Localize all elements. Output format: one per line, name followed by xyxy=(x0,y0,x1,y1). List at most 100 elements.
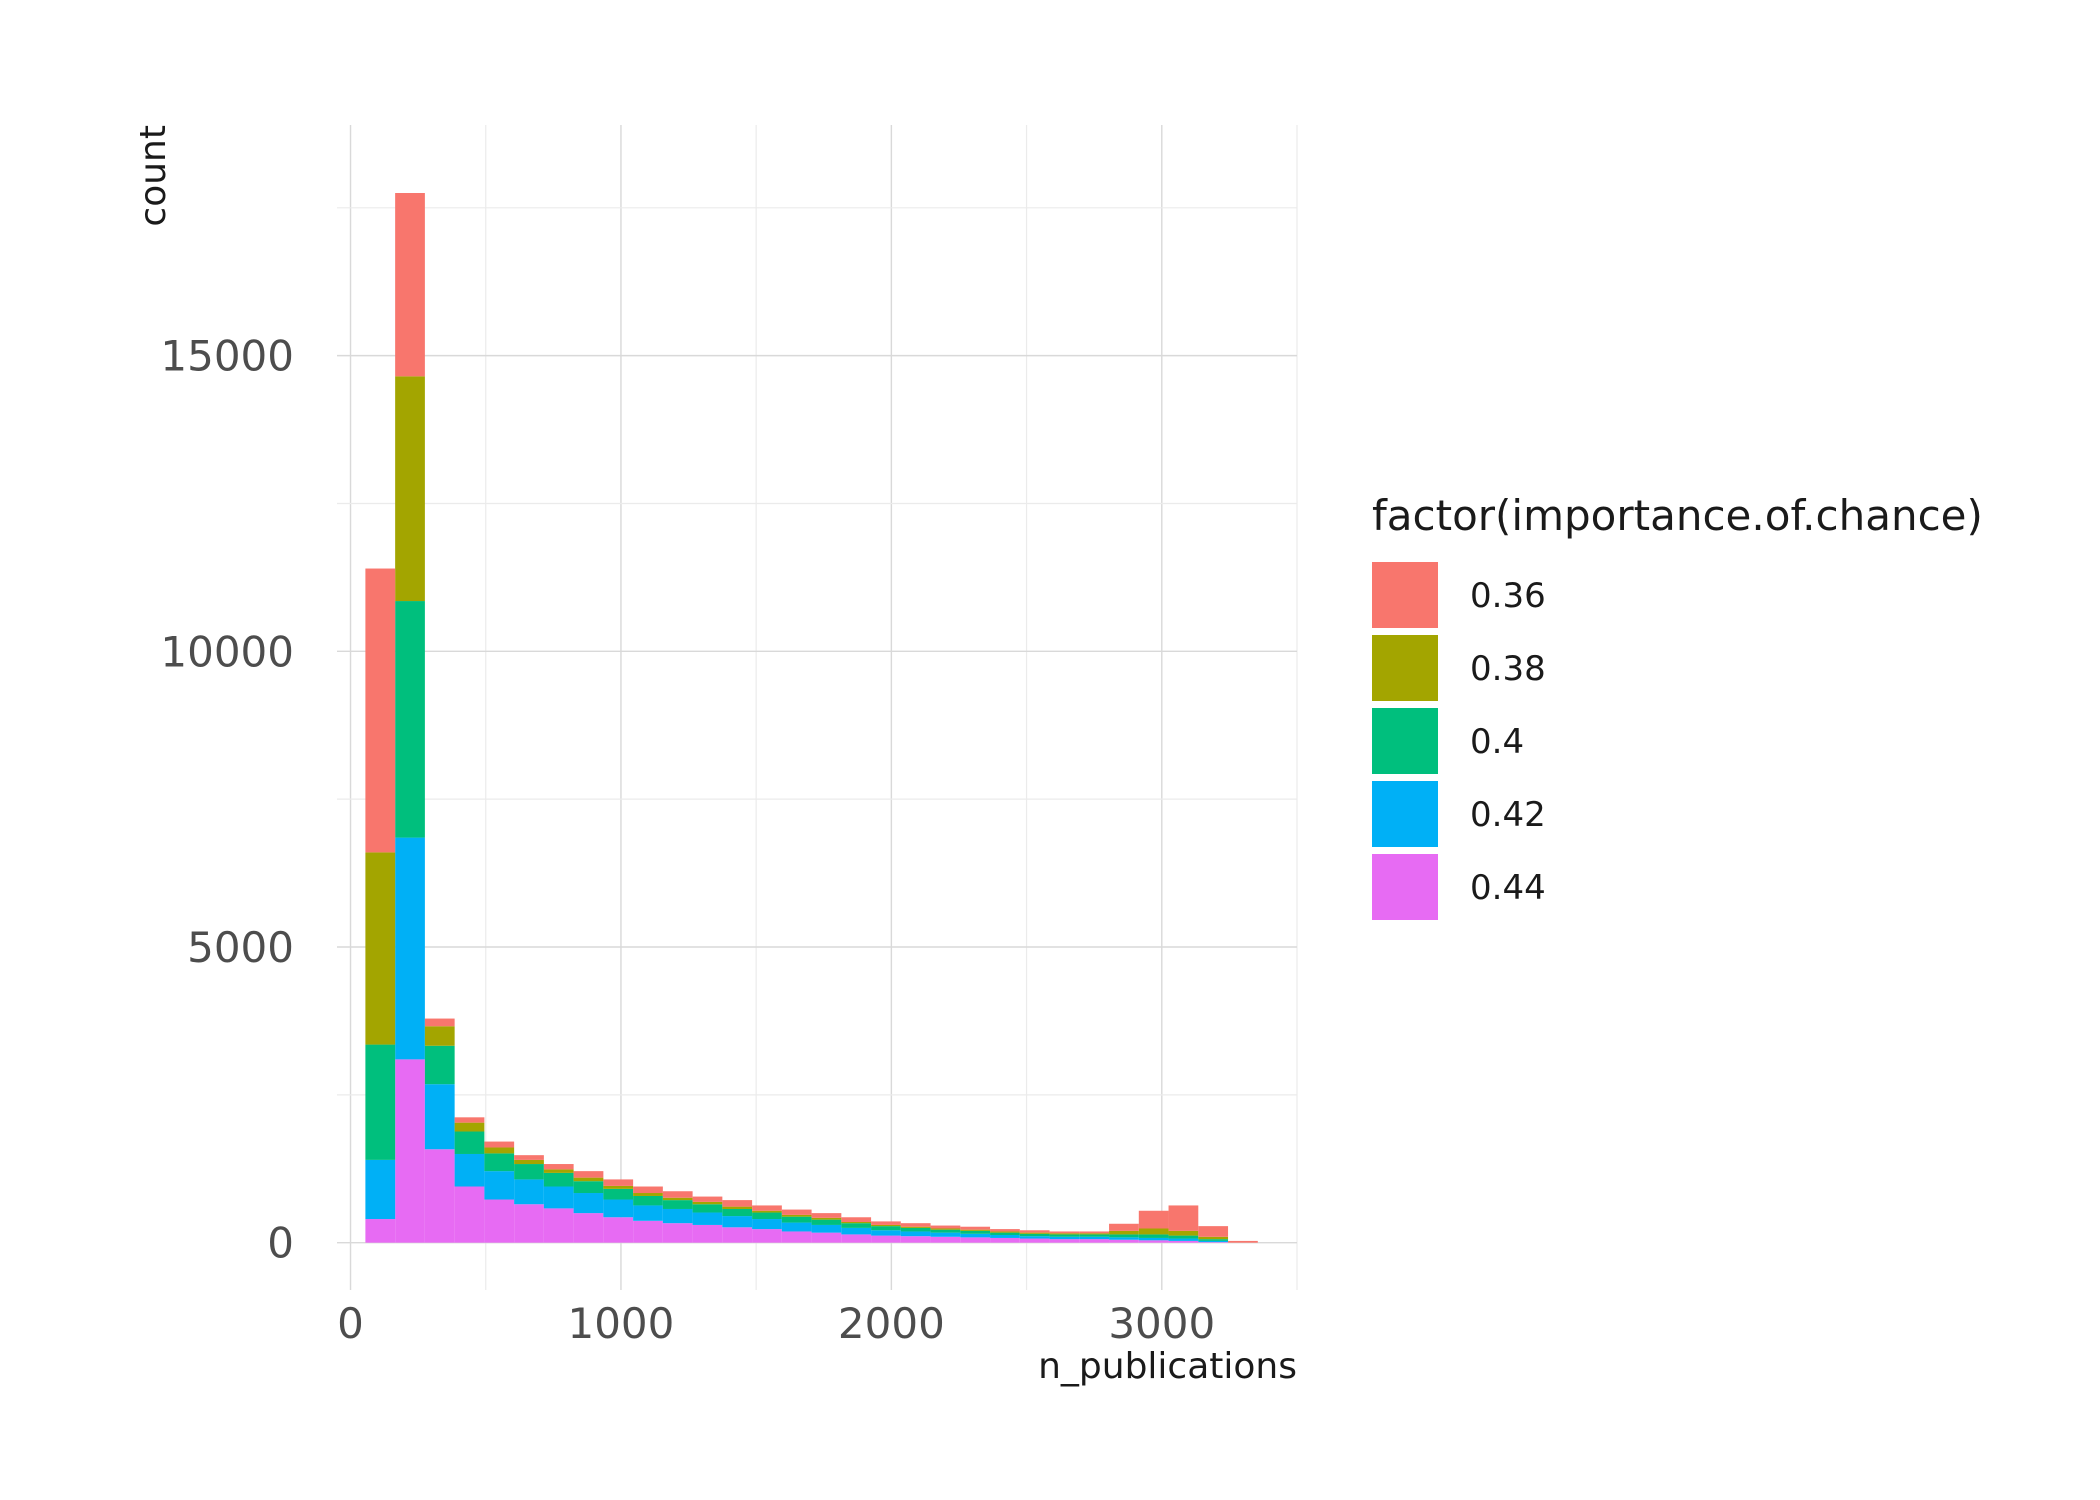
bar-segment-0.36 xyxy=(365,568,396,853)
bar-segment-0.38 xyxy=(424,1026,455,1046)
bar-segment-0.38 xyxy=(1019,1232,1050,1234)
bar-segment-0.44 xyxy=(1079,1239,1110,1243)
bar-segment-0.38 xyxy=(1079,1233,1110,1235)
bar-segment-0.38 xyxy=(811,1217,842,1220)
x-axis-title: n_publications xyxy=(1038,1346,1297,1387)
legend-label: 0.38 xyxy=(1470,649,1546,689)
legend-key xyxy=(1372,781,1438,847)
bar-segment-0.38 xyxy=(454,1122,485,1132)
bar-segment-0.4 xyxy=(1049,1234,1080,1237)
bar-segment-0.36 xyxy=(633,1186,663,1194)
bar-segment-0.36 xyxy=(1079,1231,1110,1234)
bar-segment-0.42 xyxy=(871,1230,901,1236)
bar-segment-0.4 xyxy=(603,1188,634,1200)
bar-segment-0.44 xyxy=(454,1186,485,1243)
y-tick-label: 0 xyxy=(267,1219,294,1268)
bar-segment-0.4 xyxy=(395,601,425,838)
bar-segment-0.44 xyxy=(1049,1239,1080,1243)
x-tick-label: 0 xyxy=(337,1299,364,1348)
y-tick-label: 15000 xyxy=(160,332,294,381)
bar-segment-0.38 xyxy=(543,1169,574,1173)
x-tick-label: 2000 xyxy=(838,1299,945,1348)
legend-label: 0.4 xyxy=(1470,722,1524,762)
bar-segment-0.42 xyxy=(781,1222,812,1232)
bar-segment-0.36 xyxy=(900,1223,931,1227)
legend-key xyxy=(1372,708,1438,774)
bar-segment-0.36 xyxy=(960,1226,991,1230)
bar-segment-0.36 xyxy=(573,1171,604,1178)
bar-segment-0.42 xyxy=(424,1084,455,1150)
bar-segment-0.44 xyxy=(841,1234,872,1243)
bar-segment-0.4 xyxy=(484,1153,515,1172)
bar-segment-0.38 xyxy=(990,1231,1020,1233)
y-tick-label: 10000 xyxy=(160,627,294,676)
bar-segment-0.44 xyxy=(395,1059,425,1243)
bar-segment-0.38 xyxy=(722,1206,753,1209)
bar-segment-0.42 xyxy=(1019,1236,1050,1239)
bar-segment-0.38 xyxy=(1198,1236,1229,1240)
bar-segment-0.36 xyxy=(484,1141,515,1148)
bar-segment-0.42 xyxy=(1079,1236,1110,1240)
bar-segment-0.42 xyxy=(1198,1240,1229,1243)
legend-key xyxy=(1372,854,1438,920)
bar-segment-0.42 xyxy=(900,1231,931,1237)
bar-segment-0.4 xyxy=(1168,1235,1199,1239)
bar-segment-0.42 xyxy=(990,1235,1020,1238)
bar-segment-0.38 xyxy=(603,1185,634,1189)
bar-segment-0.38 xyxy=(573,1177,604,1182)
bar-segment-0.44 xyxy=(1019,1238,1050,1243)
bar-segment-0.4 xyxy=(543,1172,574,1187)
bar-segment-0.44 xyxy=(871,1235,901,1243)
bar-segment-0.4 xyxy=(871,1226,901,1231)
bar-segment-0.38 xyxy=(365,852,396,1045)
bar-segment-0.44 xyxy=(1138,1240,1169,1243)
legend-label: 0.42 xyxy=(1470,795,1546,835)
bar-segment-0.42 xyxy=(365,1159,396,1220)
bar-segment-0.4 xyxy=(752,1212,782,1220)
bar-segment-0.4 xyxy=(1079,1234,1110,1237)
bar-segment-0.36 xyxy=(722,1200,753,1207)
bar-segment-0.42 xyxy=(603,1199,634,1218)
y-tick-label: 5000 xyxy=(187,923,294,972)
bar-segment-0.42 xyxy=(573,1193,604,1214)
bar-segment-0.4 xyxy=(514,1164,544,1180)
bar-segment-0.38 xyxy=(781,1214,812,1217)
x-axis-ticks: 0 1000 2000 3000 xyxy=(337,1299,1215,1348)
bar-segment-0.36 xyxy=(752,1205,782,1211)
bar-segment-0.36 xyxy=(662,1191,693,1198)
bar-segment-0.4 xyxy=(990,1232,1020,1236)
bar-segment-0.38 xyxy=(1049,1233,1080,1235)
bar-segment-0.38 xyxy=(930,1228,961,1230)
grid-lines xyxy=(337,125,1298,1290)
bar-segment-0.38 xyxy=(752,1210,782,1213)
bar-segment-0.44 xyxy=(514,1204,544,1243)
bar-segment-0.36 xyxy=(841,1217,872,1222)
y-axis-ticks: 0 5000 10000 15000 xyxy=(160,332,294,1268)
bar-segment-0.4 xyxy=(1109,1234,1139,1238)
bar-segment-0.4 xyxy=(722,1208,753,1217)
x-tick-label: 3000 xyxy=(1108,1299,1215,1348)
bar-segment-0.38 xyxy=(871,1224,901,1227)
bar-segment-0.36 xyxy=(811,1213,842,1218)
legend-label: 0.44 xyxy=(1470,868,1546,908)
legend-title: factor(importance.of.chance) xyxy=(1372,491,1983,540)
bar-segment-0.42 xyxy=(722,1216,753,1228)
bar-segment-0.38 xyxy=(395,376,425,602)
bar-segment-0.42 xyxy=(960,1233,991,1238)
bar-segment-0.42 xyxy=(1168,1238,1199,1241)
bar-segment-0.42 xyxy=(514,1179,544,1205)
bar-segment-0.38 xyxy=(900,1226,931,1228)
bar-segment-0.36 xyxy=(543,1164,574,1170)
bar-segment-0.36 xyxy=(781,1209,812,1215)
bar-segment-0.42 xyxy=(841,1227,872,1235)
bar-segment-0.38 xyxy=(841,1221,872,1224)
bar-segment-0.36 xyxy=(990,1229,1020,1232)
bar-segment-0.44 xyxy=(960,1237,991,1243)
legend: factor(importance.of.chance) 0.36 0.38 0.4… xyxy=(1372,491,1983,920)
bar-segment-0.44 xyxy=(662,1223,693,1243)
bar-segment-0.38 xyxy=(514,1159,544,1165)
bar-segment-0.44 xyxy=(811,1232,842,1243)
bar-segment-0.4 xyxy=(1138,1234,1169,1238)
legend-item-0.42: 0.42 xyxy=(1372,781,1546,847)
